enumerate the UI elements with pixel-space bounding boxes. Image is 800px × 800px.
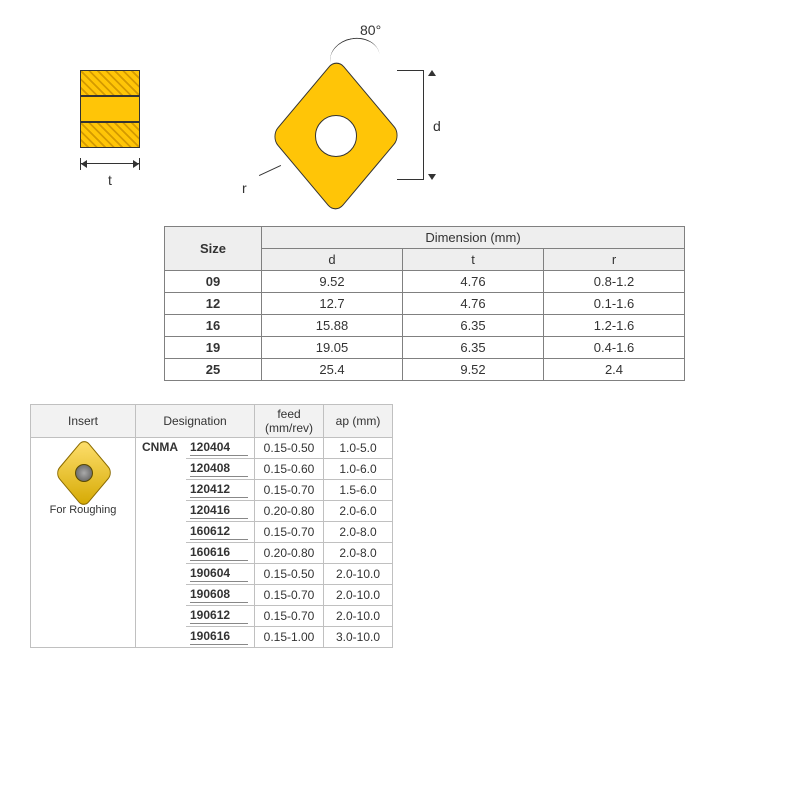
insert-caption: For Roughing <box>35 504 131 516</box>
dimension-header: Dimension (mm) <box>262 227 685 249</box>
table-row: 19 19.05 6.35 0.4-1.6 <box>165 337 685 359</box>
insert-icon <box>53 448 113 498</box>
side-view <box>80 70 140 150</box>
side-top-hatch <box>80 70 140 96</box>
table-row: 16 15.88 6.35 1.2-1.6 <box>165 315 685 337</box>
dimension-table: Size Dimension (mm) d t r 09 9.52 4.76 0… <box>164 226 685 381</box>
designation-table: Insert Designation feed (mm/rev) ap (mm)… <box>30 404 393 648</box>
table-row: Size Dimension (mm) <box>165 227 685 249</box>
top-view: 80° d r <box>250 40 470 240</box>
d-label: d <box>433 118 441 134</box>
col-r: r <box>544 249 685 271</box>
table-row: 12 12.7 4.76 0.1-1.6 <box>165 293 685 315</box>
center-hole <box>315 115 357 157</box>
angle-label: 80° <box>360 22 381 38</box>
insert-header: Insert <box>31 405 136 438</box>
col-t: t <box>403 249 544 271</box>
col-d: d <box>262 249 403 271</box>
table-row: Insert Designation feed (mm/rev) ap (mm) <box>31 405 393 438</box>
code-cell: 120404 <box>186 438 255 459</box>
size-header: Size <box>165 227 262 271</box>
table-row: 25 25.4 9.52 2.4 <box>165 359 685 381</box>
table-row: 09 9.52 4.76 0.8-1.2 <box>165 271 685 293</box>
designation-header: Designation <box>136 405 255 438</box>
feed-header: feed (mm/rev) <box>255 405 324 438</box>
insert-cell: For Roughing <box>31 438 136 648</box>
insert-diagram: t 80° d r <box>50 60 550 240</box>
t-dimension: t <box>80 158 140 188</box>
table-row: For Roughing CNMA 120404 0.15-0.50 1.0-5… <box>31 438 393 459</box>
side-mid <box>80 96 140 122</box>
series-label: CNMA <box>136 438 187 648</box>
t-label: t <box>80 172 140 188</box>
r-label: r <box>242 180 247 196</box>
d-dimension: d <box>415 70 445 180</box>
side-bot-hatch <box>80 122 140 148</box>
ap-header: ap (mm) <box>324 405 393 438</box>
